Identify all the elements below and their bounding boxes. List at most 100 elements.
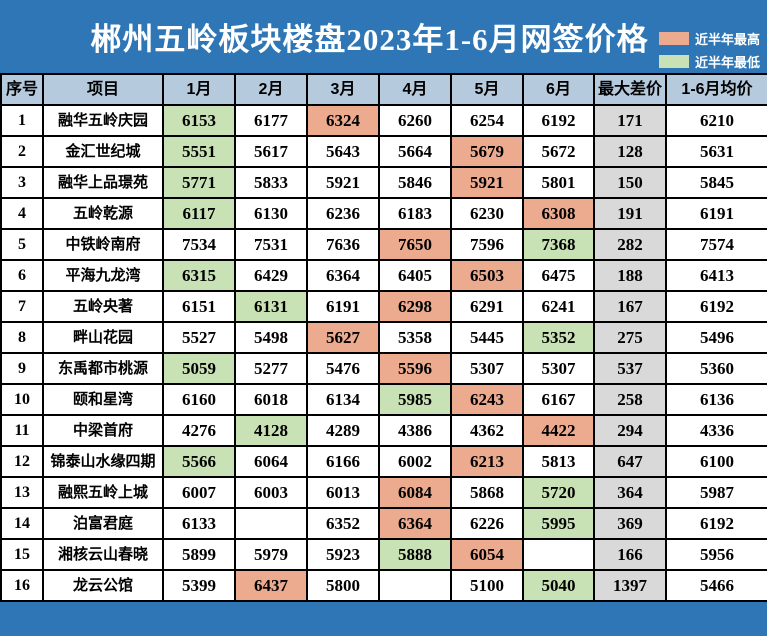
price-cell-month-2: 6177 xyxy=(234,104,308,137)
price-cell-month-6: 4422 xyxy=(522,414,595,447)
column-header-8: 最大差价 xyxy=(593,73,667,106)
price-cell-month-6: 5720 xyxy=(522,476,595,509)
column-header-6: 5月 xyxy=(450,73,524,106)
avg-price-cell: 5987 xyxy=(665,476,767,509)
max-diff-cell: 294 xyxy=(593,414,667,447)
price-cell-month-3: 5923 xyxy=(306,538,380,571)
project-name: 泊富君庭 xyxy=(42,507,164,540)
column-header-3: 2月 xyxy=(234,73,308,106)
price-cell-month-3: 6013 xyxy=(306,476,380,509)
legend: 近半年最高 近半年最低 xyxy=(658,29,760,71)
table-head: 序号 项目 1月 2月 3月 4月 5月 6月 最大差价 1-6月均价 xyxy=(0,73,767,106)
table-row: 9 东禹都市桃源 5059 5277 5476 5596 5307 5307 537 5360 xyxy=(0,352,767,385)
price-cell-month-4: 5358 xyxy=(378,321,452,354)
max-diff-cell: 166 xyxy=(593,538,667,571)
price-cell-month-6: 5995 xyxy=(522,507,595,540)
project-name: 平海九龙湾 xyxy=(42,259,164,292)
price-cell-month-6: 6308 xyxy=(522,197,595,230)
max-diff-cell: 369 xyxy=(593,507,667,540)
table-row: 7 五岭央著 6151 6131 6191 6298 6291 6241 167 6192 xyxy=(0,290,767,323)
price-cell-month-5: 6291 xyxy=(450,290,524,323)
avg-price-cell: 5360 xyxy=(665,352,767,385)
price-cell-month-5: 7596 xyxy=(450,228,524,261)
row-index: 16 xyxy=(0,569,44,602)
price-cell-month-3: 5921 xyxy=(306,166,380,199)
column-header-9: 1-6月均价 xyxy=(665,73,767,106)
avg-price-cell: 5956 xyxy=(665,538,767,571)
table-row: 10 颐和星湾 6160 6018 6134 5985 6243 6167 258 6136 xyxy=(0,383,767,416)
row-index: 4 xyxy=(0,197,44,230)
project-name: 融华上品璟苑 xyxy=(42,166,164,199)
table-row: 8 畔山花园 5527 5498 5627 5358 5445 5352 275 5496 xyxy=(0,321,767,354)
table-row: 13 融熙五岭上城 6007 6003 6013 6084 5868 5720 364 5987 xyxy=(0,476,767,509)
column-header-5: 4月 xyxy=(378,73,452,106)
title-band: 郴州五岭板块楼盘2023年1-6月网签价格 近半年最高 近半年最低 xyxy=(0,0,767,73)
row-index: 1 xyxy=(0,104,44,137)
project-name: 湘核云山春晓 xyxy=(42,538,164,571)
price-cell-month-1: 6153 xyxy=(162,104,236,137)
price-cell-month-3: 6191 xyxy=(306,290,380,323)
price-cell-month-1: 7534 xyxy=(162,228,236,261)
project-name: 畔山花园 xyxy=(42,321,164,354)
price-cell-month-1: 6151 xyxy=(162,290,236,323)
price-cell-month-3: 6352 xyxy=(306,507,380,540)
price-cell-month-4: 6002 xyxy=(378,445,452,478)
price-cell-month-6: 6192 xyxy=(522,104,595,137)
price-cell-month-1: 5527 xyxy=(162,321,236,354)
avg-price-cell: 5466 xyxy=(665,569,767,602)
price-cell-month-2: 6003 xyxy=(234,476,308,509)
price-cell-month-3: 6324 xyxy=(306,104,380,137)
max-diff-cell: 258 xyxy=(593,383,667,416)
price-cell-month-6: 7368 xyxy=(522,228,595,261)
price-cell-month-1: 5771 xyxy=(162,166,236,199)
table-row: 5 中铁岭南府 7534 7531 7636 7650 7596 7368 282 7574 xyxy=(0,228,767,261)
max-diff-cell: 188 xyxy=(593,259,667,292)
legend-item-low: 近半年最低 xyxy=(658,52,760,71)
row-index: 13 xyxy=(0,476,44,509)
price-cell-month-1: 6117 xyxy=(162,197,236,230)
price-cell-month-4: 6260 xyxy=(378,104,452,137)
avg-price-cell: 5496 xyxy=(665,321,767,354)
row-index: 11 xyxy=(0,414,44,447)
price-cell-month-4: 5846 xyxy=(378,166,452,199)
row-index: 14 xyxy=(0,507,44,540)
price-table: 序号 项目 1月 2月 3月 4月 5月 6月 最大差价 1-6月均价 1 融华五岭庆园 6153 61… xyxy=(0,73,767,602)
price-cell-month-1: 6133 xyxy=(162,507,236,540)
price-cell-month-2: 5833 xyxy=(234,166,308,199)
price-cell-month-4: 5985 xyxy=(378,383,452,416)
price-cell-month-2: 4128 xyxy=(234,414,308,447)
price-cell-month-4: 7650 xyxy=(378,228,452,261)
price-cell-month-3: 5627 xyxy=(306,321,380,354)
price-cell-month-5: 6213 xyxy=(450,445,524,478)
row-index: 6 xyxy=(0,259,44,292)
price-cell-month-1: 5899 xyxy=(162,538,236,571)
page-title: 郴州五岭板块楼盘2023年1-6月网签价格 xyxy=(90,22,649,57)
price-cell-month-5: 5921 xyxy=(450,166,524,199)
price-cell-month-6: 6241 xyxy=(522,290,595,323)
avg-price-cell: 6100 xyxy=(665,445,767,478)
price-cell-month-2: 6064 xyxy=(234,445,308,478)
price-cell-month-3: 6134 xyxy=(306,383,380,416)
legend-low-label: 近半年最低 xyxy=(694,55,760,70)
project-name: 东禹都市桃源 xyxy=(42,352,164,385)
avg-price-cell: 6136 xyxy=(665,383,767,416)
max-diff-cell: 150 xyxy=(593,166,667,199)
avg-price-cell: 5845 xyxy=(665,166,767,199)
price-cell-month-5: 4362 xyxy=(450,414,524,447)
price-cell-month-3: 6236 xyxy=(306,197,380,230)
row-index: 7 xyxy=(0,290,44,323)
price-cell-month-4: 6298 xyxy=(378,290,452,323)
legend-low-swatch xyxy=(658,55,689,68)
project-name: 金汇世纪城 xyxy=(42,135,164,168)
price-cell-month-1: 5399 xyxy=(162,569,236,602)
price-cell-month-4: 5596 xyxy=(378,352,452,385)
price-cell-month-6 xyxy=(522,538,595,571)
max-diff-cell: 537 xyxy=(593,352,667,385)
table-row: 16 龙云公馆 5399 6437 5800 5100 5040 1397 5466 xyxy=(0,569,767,602)
price-cell-month-1: 6007 xyxy=(162,476,236,509)
price-cell-month-2: 6437 xyxy=(234,569,308,602)
column-header-4: 3月 xyxy=(306,73,380,106)
project-name: 中梁首府 xyxy=(42,414,164,447)
price-cell-month-4: 5888 xyxy=(378,538,452,571)
max-diff-cell: 275 xyxy=(593,321,667,354)
